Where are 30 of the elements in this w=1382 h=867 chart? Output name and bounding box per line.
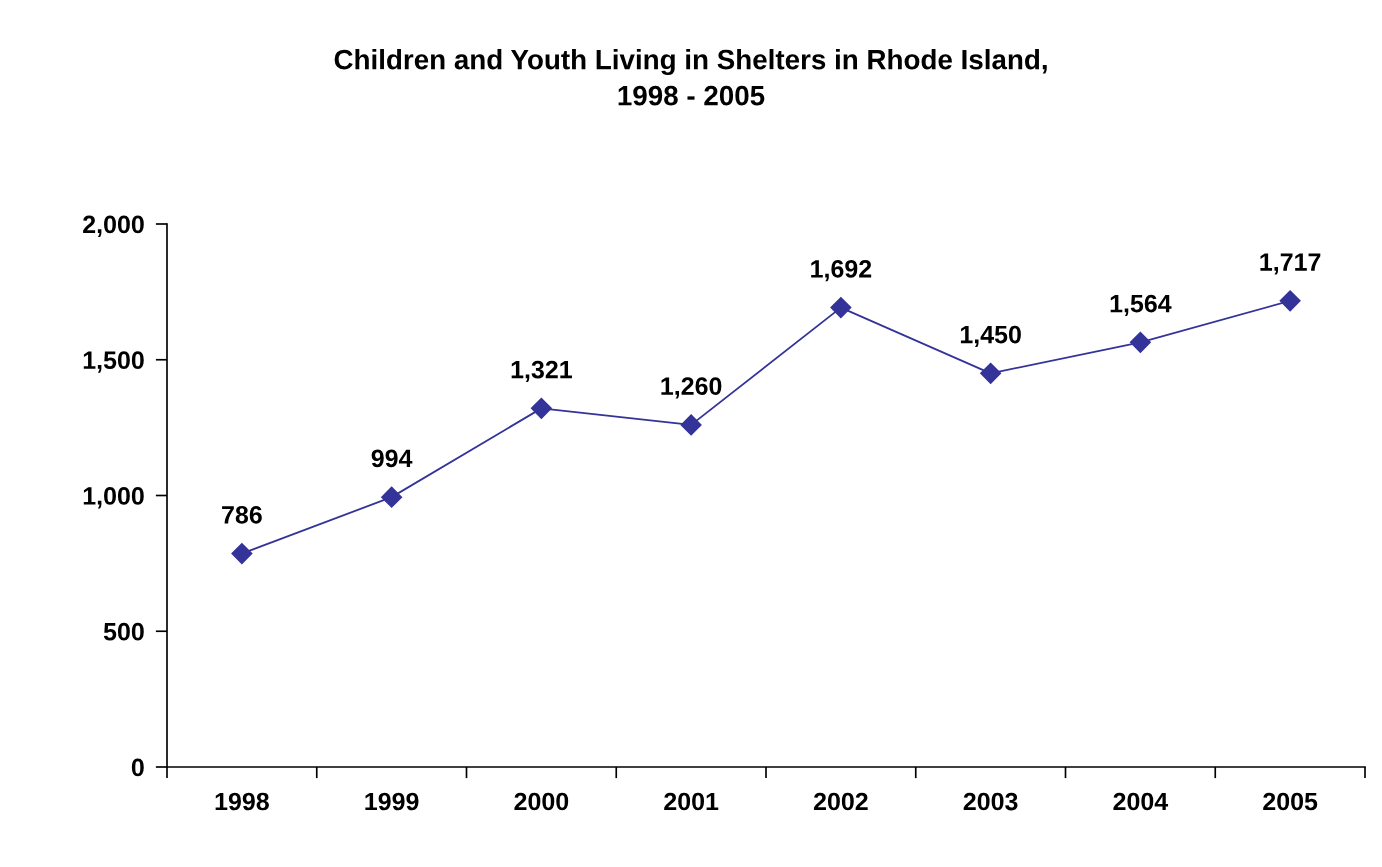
- y-tick-label: 1,500: [83, 351, 144, 373]
- point: [980, 362, 1002, 384]
- y-tick-label: 2,000: [83, 215, 144, 237]
- point: [530, 397, 552, 419]
- text: 1,450: [960, 325, 1021, 348]
- x-tick-label: 1999: [365, 792, 419, 811]
- point: [680, 414, 702, 436]
- y-tick-label: 500: [103, 622, 144, 641]
- x-tick-label: 2001: [664, 792, 719, 811]
- text: 994: [371, 449, 413, 468]
- x-tick-label: 2005: [1263, 792, 1318, 811]
- y-tick-label: 0: [131, 758, 144, 777]
- x-tick-label: 2002: [813, 792, 868, 811]
- x-tick-label: 2003: [963, 792, 1018, 811]
- point: [381, 486, 403, 508]
- text: 1,692: [811, 259, 872, 282]
- chart-title: Children and Youth Living in Shelters in Rhode Island, 1998 - 2005: [334, 49, 1047, 106]
- text: 1,564: [1110, 294, 1172, 317]
- point: [231, 543, 253, 565]
- text: 786: [222, 505, 262, 524]
- text: 1,717: [1260, 253, 1321, 275]
- point: [830, 297, 852, 319]
- y-tick-label: 1,000: [83, 487, 144, 509]
- x-tick-label: 1998: [215, 792, 269, 811]
- text: 1,321: [511, 360, 572, 383]
- text: 1,260: [661, 377, 722, 399]
- x-tick-label: 2004: [1113, 792, 1169, 811]
- point: [1279, 290, 1301, 312]
- point: [1129, 331, 1151, 353]
- x-tick-label: 2000: [514, 792, 569, 811]
